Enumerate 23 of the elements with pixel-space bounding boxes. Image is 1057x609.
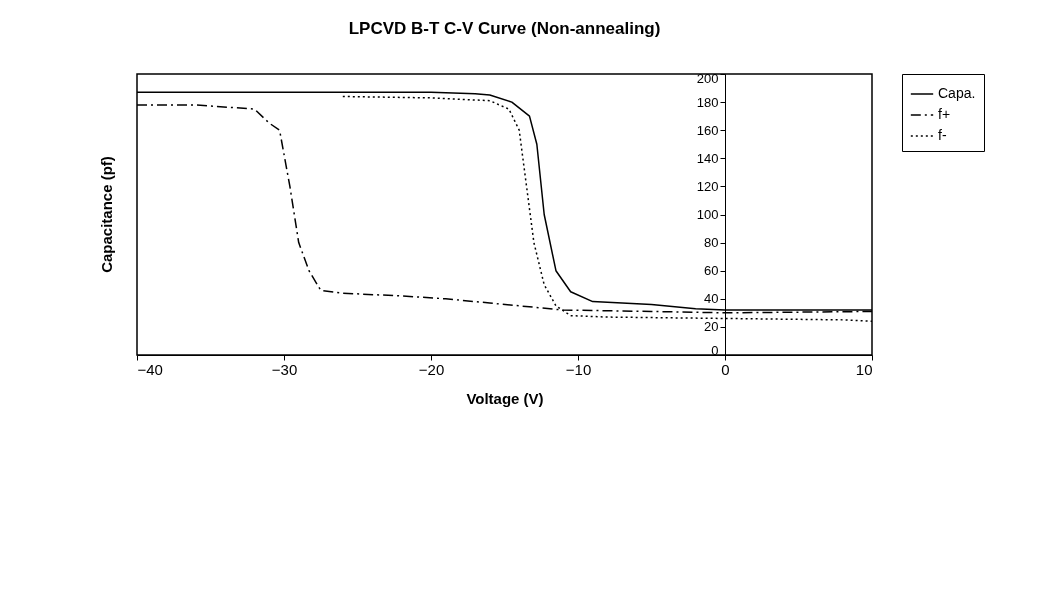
y-tick-label: 200 <box>696 70 719 86</box>
x-tick-label: −10 <box>565 360 592 378</box>
x-tick-label: 10 <box>855 360 873 378</box>
y-tick-label: 120 <box>696 178 719 194</box>
x-tick-label: 0 <box>721 360 730 378</box>
legend-label: f- <box>938 127 947 143</box>
legend-label: Capa. <box>938 85 976 101</box>
legend-label: f+ <box>938 106 951 122</box>
x-tick-label: −30 <box>271 360 298 378</box>
x-tick-label: −40 <box>137 360 163 378</box>
y-axis-title: Capacitance (pf) <box>98 156 115 273</box>
y-tick-label: 160 <box>696 122 719 138</box>
chart-title: LPCVD B-T C-V Curve (Non-annealing) <box>348 19 661 38</box>
y-tick-label: 20 <box>704 319 719 335</box>
y-tick-label: 140 <box>696 150 719 166</box>
y-tick-label: 60 <box>704 263 719 279</box>
y-tick-label: 180 <box>696 94 719 110</box>
x-tick-label: −20 <box>418 360 445 378</box>
y-tick-label: 40 <box>704 291 719 307</box>
y-tick-label: 100 <box>696 207 719 222</box>
y-tick-label: 0 <box>711 342 719 358</box>
y-tick-label: 80 <box>704 235 719 251</box>
x-axis-title: Voltage (V) <box>466 389 544 407</box>
